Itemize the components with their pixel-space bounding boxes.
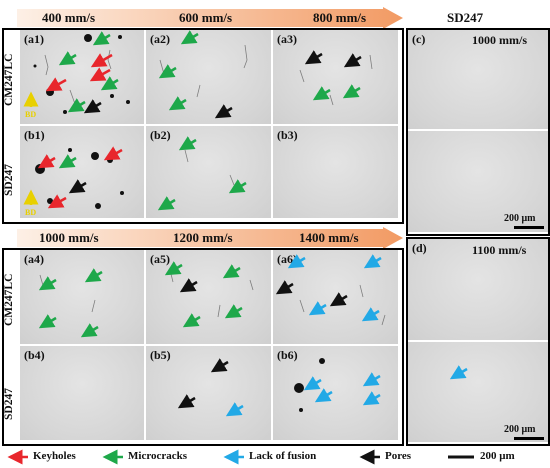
panel-label: (b3) [277, 128, 298, 142]
speed-label: 1400 mm/s [299, 230, 359, 245]
speed-label: 400 mm/s [42, 10, 96, 25]
row-label-sd247: SD247 [3, 164, 15, 196]
micrograph-panel: (b5) [146, 346, 271, 440]
speed-label: 600 mm/s [179, 10, 233, 25]
row-label-cm247lc: CM247LC [3, 53, 15, 106]
right-column-title: SD247 [447, 10, 484, 25]
micrograph-panel: 200 μm [408, 131, 548, 232]
panel-label: (c) [412, 32, 426, 46]
panel-label: (a5) [150, 252, 170, 266]
row-label-sd247: SD247 [3, 388, 15, 420]
legend-microcracks: Microcracks [128, 450, 188, 462]
panel-label: (a3) [277, 32, 297, 46]
micrograph-panel: (b6) [273, 346, 398, 440]
panel-label: (b4) [24, 348, 45, 362]
build-direction-label: BD [25, 208, 37, 217]
speed-label: 1200 mm/s [173, 230, 233, 245]
panel-label: (a2) [150, 32, 170, 46]
micrograph-panel: (d) 1100 mm/s [408, 239, 548, 340]
panel-label: (b5) [150, 348, 171, 362]
scale-bar [514, 226, 544, 229]
panel-label: (a4) [24, 252, 44, 266]
micrograph-panel: (c) 1000 mm/s [408, 30, 548, 129]
panel-label: (b1) [24, 128, 45, 142]
panel-label: (d) [412, 241, 427, 255]
speed-label: 1100 mm/s [472, 243, 527, 257]
micrograph-panel: (b2) [146, 126, 271, 218]
legend-pores: Pores [385, 450, 412, 462]
speed-label: 800 mm/s [313, 10, 367, 25]
panel-label: (b2) [150, 128, 171, 142]
arrow-shape [17, 227, 403, 249]
panel-label: (a1) [24, 32, 44, 46]
panel-label: (a6) [277, 252, 297, 266]
panel-label: (b6) [277, 348, 298, 362]
micrograph-panel: (a4) [20, 250, 144, 344]
speed-label: 1000 mm/s [39, 230, 99, 245]
legend-scale: 200 μm [480, 450, 515, 462]
micrograph-panel: (a6) [273, 250, 398, 344]
arrow-shape [17, 7, 403, 29]
scale-bar-label: 200 μm [504, 424, 536, 435]
build-direction-label: BD [25, 110, 37, 119]
micrograph-panel: (a5) [146, 250, 271, 344]
micrograph-panel: 200 μm [408, 342, 548, 442]
micrograph-panel: (a2) [146, 30, 271, 124]
micrograph-panel: (b4) [20, 346, 144, 440]
micrograph-panel: (b3) [273, 126, 398, 218]
legend-keyholes: Keyholes [33, 450, 76, 462]
micrograph-panel: (a3) [273, 30, 398, 124]
micrograph-panel: (a1) [20, 30, 144, 124]
speed-label: 1000 mm/s [472, 33, 527, 47]
speed-gradient-arrow-bottom: 1000 mm/s 1200 mm/s 1400 mm/s [17, 227, 403, 249]
legend-lack-of-fusion: Lack of fusion [249, 450, 317, 462]
row-label-cm247lc: CM247LC [3, 273, 15, 326]
scale-bar [514, 437, 544, 440]
micrograph-panel: (b1) [20, 126, 144, 218]
scale-bar-label: 200 μm [504, 213, 536, 224]
speed-gradient-arrow-top: 400 mm/s 600 mm/s 800 mm/s [17, 7, 403, 29]
